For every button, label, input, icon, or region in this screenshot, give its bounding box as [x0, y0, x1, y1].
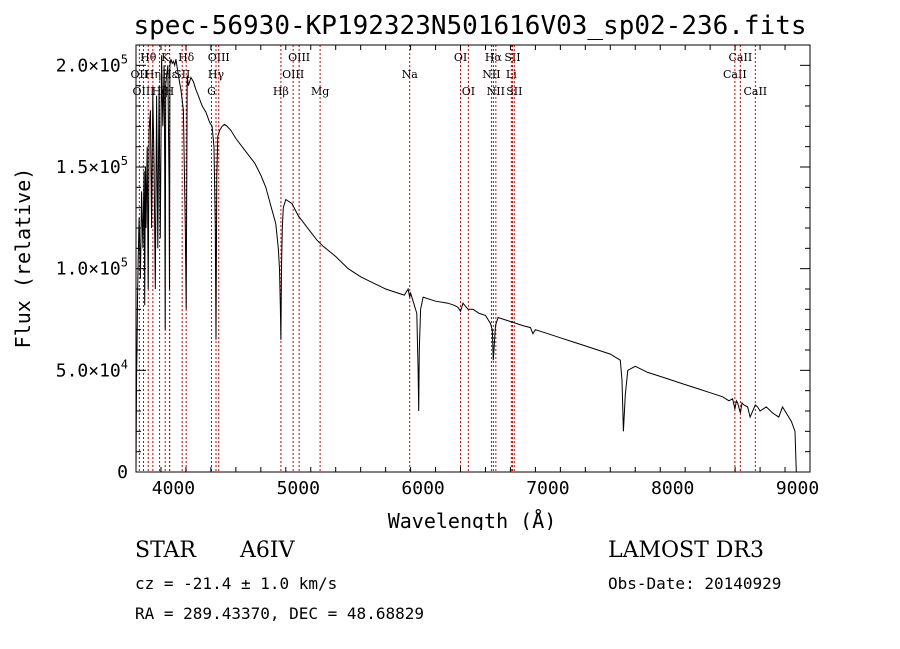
line-marker-label: Hγ	[208, 68, 225, 81]
x-axis: 4000 5000 6000 7000 8000 9000	[135, 45, 819, 499]
y-tick-mantissa: 2.0×10	[56, 55, 121, 76]
y-tick-label: 1.5×105	[56, 154, 128, 178]
line-marker-label: NII	[487, 85, 505, 98]
line-marker-label: Hα	[485, 51, 503, 64]
coordinates: RA = 289.43370, DEC = 48.68829	[135, 604, 424, 623]
y-tick-label: 2.0×105	[56, 52, 128, 76]
line-marker-label: Mg	[311, 85, 329, 98]
y-axis-label: Flux (relative)	[11, 168, 35, 349]
line-marker-label: Hβ	[273, 85, 289, 98]
line-marker-label: Hη	[145, 68, 161, 81]
line-marker-label: G	[207, 85, 216, 98]
spectrum-line	[135, 55, 797, 473]
line-marker-label: OIII	[132, 85, 154, 98]
y-tick-mantissa: 1.0×10	[56, 259, 121, 280]
line-marker-label: Li	[506, 68, 517, 81]
line-marker-label: Na	[402, 68, 419, 81]
y-tick-label: 1.0×105	[56, 256, 128, 280]
line-marker-label: SII	[506, 85, 522, 98]
spectral-line-markers: HθOIIOIIIHηHζKHHεSIIHδGOIIIHγHβOIIIOIIIM…	[131, 45, 767, 472]
x-tick-label: 4000	[152, 478, 195, 499]
obs-date: Obs-Date: 20140929	[608, 574, 782, 593]
y-tick-exponent: 5	[121, 52, 128, 66]
line-marker-label: Hθ	[140, 51, 157, 64]
x-axis-label: Wavelength (Å)	[388, 509, 557, 530]
object-class: STAR	[135, 538, 196, 563]
x-tick-label: 5000	[277, 478, 320, 499]
line-marker-label: OIII	[208, 51, 230, 64]
line-marker-label: OI	[454, 51, 467, 64]
line-marker-label: K	[161, 51, 170, 64]
line-marker-label: CaII	[743, 85, 767, 98]
line-marker-label: NII	[482, 68, 500, 81]
y-tick-mantissa: 1.5×10	[56, 157, 121, 178]
y-tick-label: 5.0×104	[56, 357, 128, 381]
line-marker-label: OI	[462, 85, 475, 98]
line-marker-label: OIII	[288, 51, 310, 64]
plot-frame	[135, 44, 811, 473]
y-tick-exponent: 4	[121, 357, 128, 371]
line-marker-label: OIII	[282, 68, 304, 81]
y-tick-mantissa: 0	[117, 462, 128, 483]
line-marker-label: SII	[504, 51, 520, 64]
y-tick-label: 0	[117, 462, 128, 483]
x-tick-label: 7000	[526, 478, 569, 499]
x-tick-label: 6000	[401, 478, 444, 499]
spectrum-chart: spec-56930-KP192323N501616V03_sp02-236.f…	[11, 11, 819, 530]
survey-name: LAMOST DR3	[608, 538, 764, 563]
x-tick-label: 9000	[776, 478, 819, 499]
cz-value: cz = -21.4 ± 1.0 km/s	[135, 574, 338, 593]
y-tick-exponent: 5	[121, 154, 128, 168]
x-tick-label: 8000	[651, 478, 694, 499]
line-marker-label: CaII	[723, 68, 747, 81]
line-marker-label: CaII	[729, 51, 753, 64]
chart-title: spec-56930-KP192323N501616V03_sp02-236.f…	[133, 11, 806, 41]
y-tick-exponent: 5	[121, 256, 128, 270]
y-tick-mantissa: 5.0×10	[56, 360, 121, 381]
line-marker-label: Hδ	[178, 51, 195, 64]
object-subclass: A6IV	[240, 538, 295, 563]
